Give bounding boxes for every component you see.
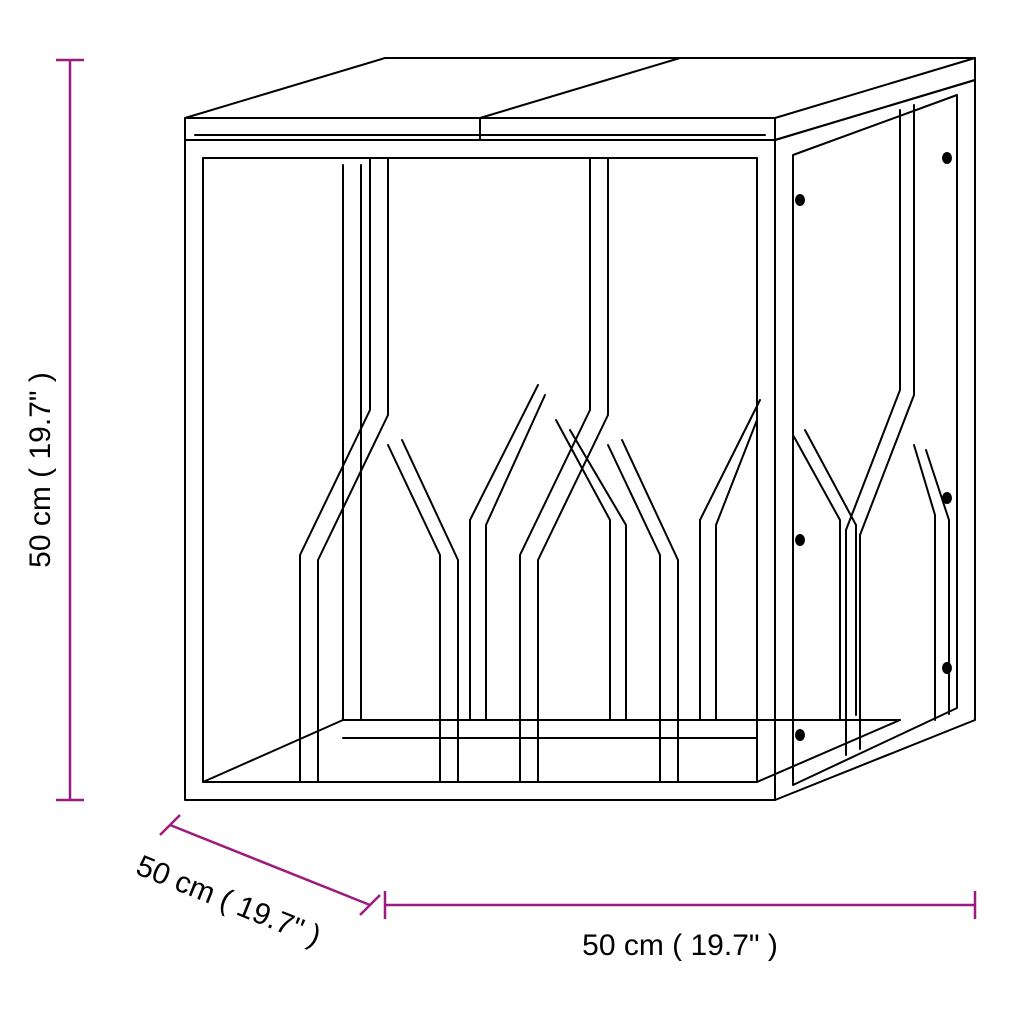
dim-width bbox=[385, 891, 975, 919]
dim-height-label: 50 cm ( 19.7" ) bbox=[24, 372, 57, 568]
product-drawing bbox=[185, 58, 975, 800]
back-frame-visible bbox=[203, 90, 957, 782]
right-frame bbox=[775, 80, 975, 800]
dim-width-label: 50 cm ( 19.7" ) bbox=[582, 929, 778, 962]
top-slab bbox=[185, 58, 975, 140]
front-bars bbox=[300, 158, 678, 782]
right-bars bbox=[846, 105, 949, 755]
dim-depth-label: 50 cm ( 19.7" ) bbox=[132, 849, 326, 953]
back-bars bbox=[470, 385, 856, 720]
dimension-labels: 50 cm ( 19.7" ) 50 cm ( 19.7" ) 50 cm ( … bbox=[24, 372, 778, 962]
front-frame bbox=[185, 140, 775, 800]
dim-height bbox=[56, 60, 84, 800]
bolts bbox=[795, 152, 952, 741]
